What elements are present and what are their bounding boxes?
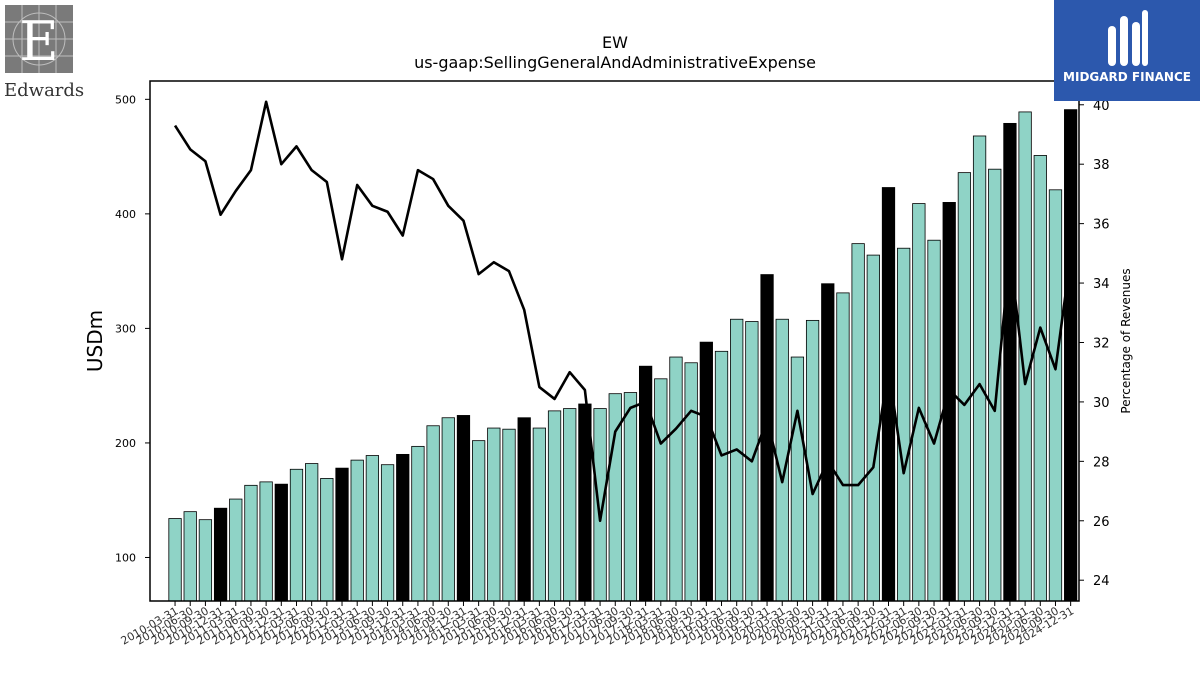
y2-tick-label: 36 [1093,218,1110,233]
bar-2015-03-31 [472,440,486,602]
midgard-finance-logo: MIDGARD FINANCE [1054,0,1200,101]
bar-2024-09-30 [1048,189,1063,602]
bar-2012-03-31 [289,468,304,602]
plot-frame [149,80,1080,602]
bar-2023-09-30 [988,168,1002,602]
bar-2015-12-31 [517,417,531,602]
edwards-logo: E Edwards [4,4,85,101]
bar-2022-03-31 [897,247,911,602]
bar-2015-09-30 [502,428,516,602]
midgard-logo-text: MIDGARD FINANCE [1063,70,1191,84]
ratio-line [173,100,1072,523]
bar-2020-12-31 [821,283,835,602]
bars-layer [168,109,1078,602]
bar-2018-06-30 [669,356,683,602]
line-layer [173,100,1072,523]
bar-2018-09-30 [684,362,698,602]
bar-2015-06-30 [487,427,501,602]
bar-2021-09-30 [866,254,880,602]
bar-2020-06-30 [790,356,805,602]
y-tick-label: 300 [115,322,136,335]
y2-tick-label: 24 [1093,574,1110,589]
bar-2023-03-31 [957,172,972,602]
bar-2019-06-30 [730,318,744,602]
bar-2012-06-30 [305,463,319,602]
bar-2010-09-30 [198,519,213,602]
bar-2012-09-30 [320,478,334,602]
bar-2023-12-31 [1003,122,1017,602]
bar-2017-09-30 [623,392,638,602]
bar-2022-06-30 [912,203,926,602]
y-tick-label: 400 [115,208,136,221]
bar-2020-09-30 [805,319,820,602]
edwards-logo-mark: E [5,5,73,73]
bar-2014-06-30 [426,425,440,602]
bar-2012-12-31 [335,467,349,602]
y2-tick-label: 40 [1093,99,1110,114]
svg-text:E: E [19,10,58,73]
y-tick-label: 500 [115,93,136,106]
bar-2013-09-30 [380,464,395,602]
y2-tick-label: 34 [1093,277,1110,292]
bar-2017-03-31 [593,408,607,602]
bar-2016-03-31 [532,427,546,602]
y2-tick-label: 38 [1093,158,1110,173]
bar-2016-09-30 [563,408,577,602]
bar-2016-06-30 [547,410,562,602]
bar-2011-09-30 [259,481,273,602]
edwards-wordmark: Edwards [4,80,85,101]
bar-2014-09-30 [441,417,455,602]
y2-tick-label: 32 [1093,336,1110,351]
chart-subtitle: us-gaap:SellingGeneralAndAdministrativeE… [414,53,816,72]
bar-2013-06-30 [365,455,380,602]
bar-2024-12-31 [1064,109,1078,602]
bar-2011-12-31 [274,483,288,602]
bar-2013-03-31 [350,459,364,602]
bar-2011-03-31 [229,498,243,602]
bar-2010-12-31 [213,507,228,602]
y-right-axis: 24 26 28 30 32 34 36 38 40 [1079,99,1110,589]
bar-2019-03-31 [714,350,729,602]
y-tick-label: 200 [115,437,136,450]
bar-2023-06-30 [972,135,987,602]
y2-tick-label: 30 [1093,396,1110,411]
chart-title: EW [602,33,628,52]
midgard-logo-mark [1108,10,1148,66]
bar-2014-12-31 [456,415,471,602]
bar-2021-06-30 [851,243,865,602]
y2-tick-label: 28 [1093,455,1110,470]
y-axis-label: USDm [83,310,107,372]
bar-2011-06-30 [244,484,258,602]
bar-2013-12-31 [396,453,410,602]
bar-2022-09-30 [927,239,941,602]
y2-tick-label: 26 [1093,515,1110,530]
bar-2010-03-31 [168,518,182,602]
bar-2018-12-31 [699,341,713,602]
y-left-axis: 100 200 300 400 500 [115,93,150,564]
bar-2024-06-30 [1033,155,1047,602]
y-tick-label: 100 [115,551,136,564]
x-axis: 2010-03-312010-06-302010-09-302010-12-31… [119,601,1076,648]
bar-2010-06-30 [183,511,197,602]
bar-2018-03-31 [654,378,668,602]
bar-2014-03-31 [411,445,425,602]
y2-axis-label: Percentage of Revenues [1119,268,1133,413]
bar-2021-03-31 [836,292,850,602]
